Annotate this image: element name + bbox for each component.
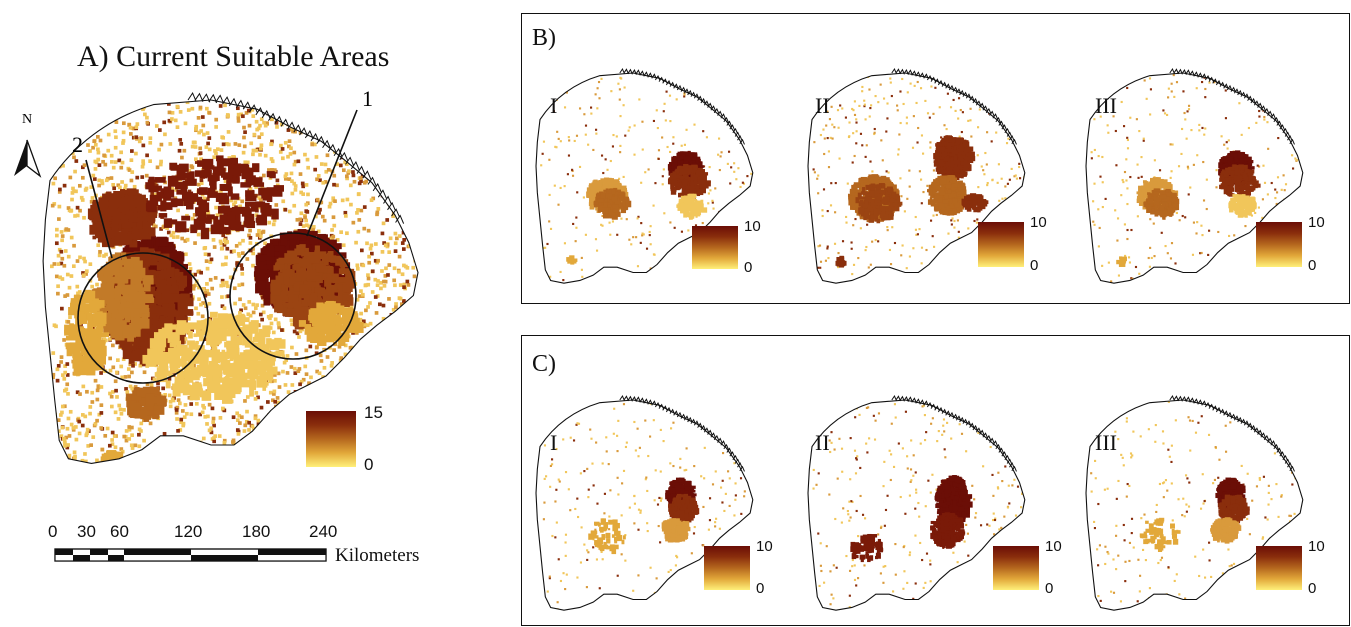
panel-a-title: A) Current Suitable Areas (77, 40, 390, 73)
panel-b-map-ii (807, 67, 1026, 284)
panel-b-map-i-legend-ramp (692, 226, 738, 269)
panel-a-legend-ramp (306, 411, 356, 467)
panel-c-map-ii (807, 394, 1026, 611)
panel-c-frame (521, 335, 1350, 626)
callout-1-label: 1 (362, 86, 373, 111)
scale-bar (54, 548, 327, 562)
panel-c-map-i-legend-ramp (704, 546, 750, 590)
panel-b-map-ii-legend-ramp (978, 222, 1024, 267)
panel-c-map-ii-legend-ramp (993, 546, 1039, 590)
panel-c-map-i-label: I (550, 430, 558, 455)
panel-b-map-ii-legend-max: 10 (1030, 214, 1047, 231)
panel-b-frame (521, 13, 1350, 304)
scale-tick-30: 30 (77, 522, 96, 541)
panel-a-legend-max: 15 (364, 403, 383, 422)
panel-c-map-ii-legend-min: 0 (1045, 580, 1054, 597)
panel-b-map-i-legend-min: 0 (744, 259, 753, 276)
panel-c-map-i-legend-max: 10 (756, 538, 773, 555)
scale-unit: Kilometers (335, 545, 420, 566)
panel-b-map-iii-label: III (1095, 93, 1117, 118)
scale-tick-120: 120 (174, 522, 203, 541)
panel-c-label: C) (532, 351, 556, 377)
panel-c-map-iii-legend-ramp (1256, 546, 1302, 590)
panel-b-map-i-label: I (550, 93, 558, 118)
panel-b-map-ii-legend-min: 0 (1030, 257, 1039, 274)
panel-b-map-iii (1085, 67, 1304, 284)
callout-2-label: 2 (72, 132, 83, 157)
panel-b-map-iii-legend-ramp (1256, 222, 1302, 267)
panel-b-map-iii-legend-max: 10 (1308, 214, 1325, 231)
scale-tick-0: 0 (48, 522, 58, 541)
panel-a-legend-min: 0 (364, 455, 374, 474)
panel-b-label: B) (532, 25, 556, 51)
panel-b-map-i-legend-max: 10 (744, 218, 761, 235)
panel-b-map-ii-label: II (815, 93, 830, 118)
panel-b-map-i (535, 67, 754, 284)
scale-tick-240: 240 (309, 522, 338, 541)
north-arrow-icon (14, 139, 42, 178)
panel-c-map-iii-legend-max: 10 (1308, 538, 1325, 555)
panel-b-map-iii-legend-min: 0 (1308, 257, 1317, 274)
north-label: N (22, 112, 33, 127)
panel-c-map-ii-legend-max: 10 (1045, 538, 1062, 555)
scale-tick-180: 180 (242, 522, 271, 541)
scale-tick-60: 60 (110, 522, 129, 541)
panel-c-map-iii-legend-min: 0 (1308, 580, 1317, 597)
panel-c-map-iii-label: III (1095, 430, 1117, 455)
panel-c-map-i-legend-min: 0 (756, 580, 765, 597)
panel-c-map-iii (1085, 394, 1304, 611)
panel-c-map-ii-label: II (815, 430, 830, 455)
